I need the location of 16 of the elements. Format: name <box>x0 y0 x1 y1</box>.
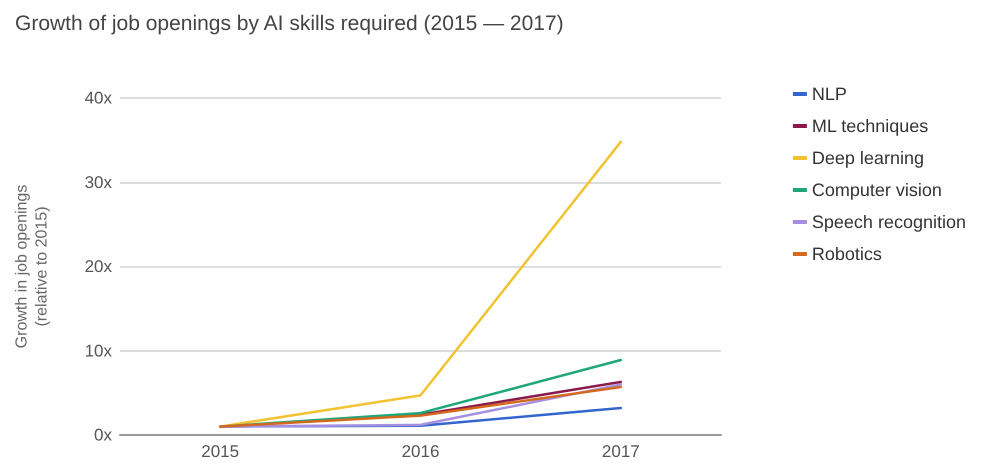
y-tick-label: 0x <box>94 426 112 444</box>
legend-label: Deep learning <box>812 148 924 168</box>
y-tick-label: 40x <box>84 88 112 108</box>
y-axis-title: Growth in job openings (relative to 2015) <box>14 184 50 348</box>
x-tick-label: 2015 <box>201 442 240 461</box>
x-tick-label: 2017 <box>602 442 640 461</box>
legend-label: NLP <box>812 84 847 104</box>
chart-title: Growth of job openings by AI skills required (2015 — 2017) <box>15 12 564 35</box>
y-tick-label: 10x <box>84 341 112 360</box>
legend-label: Computer vision <box>812 180 942 200</box>
legend-label: Robotics <box>812 244 882 264</box>
legend-label: Speech recognition <box>812 212 966 232</box>
legend-label: ML techniques <box>812 116 928 136</box>
y-tick-label: 30x <box>84 172 112 192</box>
x-tick-label: 2016 <box>402 442 440 461</box>
y-tick-label: 20x <box>84 257 112 276</box>
